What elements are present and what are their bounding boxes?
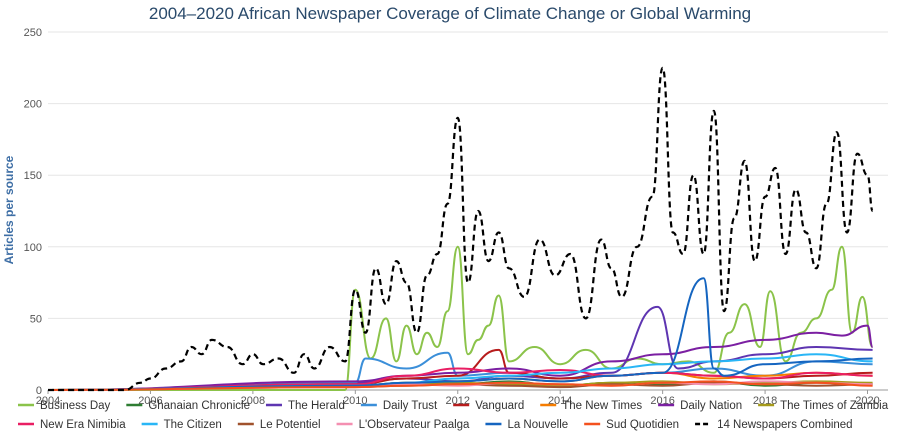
legend-item-business-day[interactable]: Business Day [18, 400, 111, 412]
y-tick-0: 0 [36, 385, 42, 397]
legend-item-l-observateur-paalga[interactable]: L'Observateur Paalga [336, 419, 470, 431]
legend-label: Le Potentiel [260, 419, 321, 431]
x-tick-2006: 2006 [138, 395, 162, 407]
legend-label: Daily Nation [680, 400, 742, 412]
y-tick-50: 50 [30, 313, 42, 325]
gridlines [47, 31, 888, 394]
series-line-sud-quotidien [47, 380, 873, 391]
y-tick-150: 150 [24, 170, 42, 182]
x-tick-2008: 2008 [241, 395, 265, 407]
legend-item-ghanaian-chronicle[interactable]: Ghanaian Chronicle [126, 400, 250, 412]
legend-item-new-era-nimibia[interactable]: New Era Nimibia [18, 419, 126, 431]
legend-item-the-times-of-zambia[interactable]: The Times of Zambia [758, 400, 889, 412]
legend-label: Daily Trust [383, 400, 438, 412]
series-line-14-newspapers-combined [48, 66, 874, 392]
legend-item-the-citizen[interactable]: The Citizen [141, 419, 222, 431]
y-tick-200: 200 [24, 99, 42, 111]
legend-label: La Nouvelle [507, 419, 568, 431]
legend-item-la-nouvelle[interactable]: La Nouvelle [485, 419, 568, 431]
legend-label: New Era Nimibia [40, 419, 126, 431]
legend-label: Vanguard [475, 400, 524, 412]
legend-item-sud-quotidien[interactable]: Sud Quotidien [584, 419, 679, 431]
y-tick-labels: 0 50 100 150 200 250 [24, 27, 42, 397]
legend-item-the-new-times[interactable]: The New Times [540, 400, 642, 412]
y-tick-250: 250 [24, 27, 42, 39]
series-line-daily-nation [47, 324, 874, 391]
legend-item-daily-nation[interactable]: Daily Nation [658, 400, 742, 412]
legend: Business Day Ghanaian Chronicle The Herald… [18, 400, 889, 431]
y-tick-100: 100 [24, 242, 42, 254]
legend-item-le-potentiel[interactable]: Le Potentiel [237, 419, 321, 431]
series-line-la-nouvelle [47, 277, 873, 391]
chart-title: 2004–2020 African Newspaper Coverage of … [149, 4, 751, 23]
legend-label: The Citizen [164, 419, 222, 431]
legend-item-daily-trust[interactable]: Daily Trust [360, 400, 438, 412]
legend-label: Sud Quotidien [606, 419, 679, 431]
legend-label: The Times of Zambia [780, 400, 889, 412]
legend-label: 14 Newspapers Combined [717, 419, 853, 431]
series-line-new-era-nimibia [47, 367, 873, 391]
y-axis-label: Articles per source [2, 155, 16, 264]
legend-label: Ghanaian Chronicle [148, 400, 250, 412]
legend-label: The New Times [562, 400, 642, 412]
legend-label: L'Observateur Paalga [359, 419, 470, 431]
legend-item-the-herald[interactable]: The Herald [265, 400, 345, 412]
legend-label: The Herald [288, 400, 345, 412]
x-tick-2004: 2004 [36, 395, 60, 407]
series-lines [47, 66, 874, 392]
legend-item-14-newspapers-combined[interactable]: 14 Newspapers Combined [695, 419, 853, 431]
legend-label: Business Day [40, 400, 111, 412]
legend-item-vanguard[interactable]: Vanguard [453, 400, 524, 412]
x-tick-2020: 2020 [855, 395, 879, 407]
